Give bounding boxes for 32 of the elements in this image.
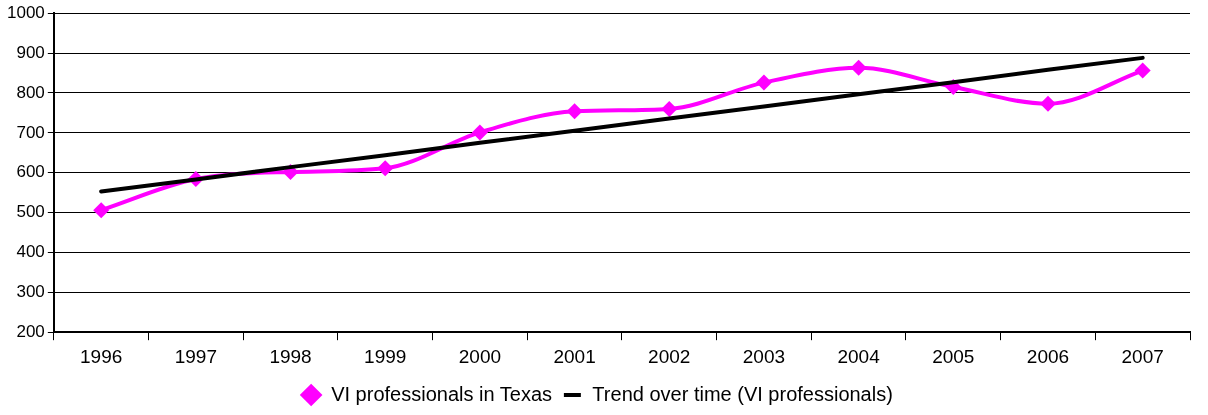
legend-label: Trend over time (VI professionals) — [592, 382, 893, 405]
y-tick-label: 300 — [16, 282, 45, 302]
point — [755, 74, 772, 91]
point — [850, 59, 867, 76]
point — [93, 202, 110, 219]
point — [566, 103, 583, 120]
x-tick-label: 2003 — [742, 345, 786, 367]
point — [1134, 62, 1151, 79]
y-tick-label: 200 — [16, 321, 45, 341]
x-tick-label: 2004 — [837, 345, 881, 367]
x-tick-label: 1996 — [80, 345, 123, 367]
y-tick-label: 500 — [16, 202, 45, 222]
y-tick-label: 600 — [16, 162, 45, 182]
x-tick-label: 2005 — [932, 345, 975, 367]
x-tick-label: 1998 — [269, 345, 312, 367]
point — [1039, 95, 1056, 112]
point — [661, 100, 678, 117]
y-tick-label: 400 — [16, 242, 45, 262]
legend-label: VI professionals in Texas — [331, 382, 553, 405]
y-tick-label: 800 — [16, 82, 45, 102]
x-tick-label: 2000 — [458, 345, 502, 367]
point — [377, 160, 394, 177]
point — [471, 124, 488, 141]
x-tick-label: 2007 — [1121, 345, 1164, 367]
y-tick-label: 1000 — [6, 2, 45, 22]
x-tick-label: 2002 — [648, 345, 691, 367]
y-tick-label: 900 — [16, 42, 45, 62]
x-tick-label: 1997 — [174, 345, 217, 367]
x-tick-label: 1999 — [364, 345, 407, 367]
x-tick-label: 2006 — [1026, 345, 1070, 367]
y-tick-label: 700 — [16, 122, 45, 142]
x-tick-label: 2001 — [553, 345, 596, 367]
